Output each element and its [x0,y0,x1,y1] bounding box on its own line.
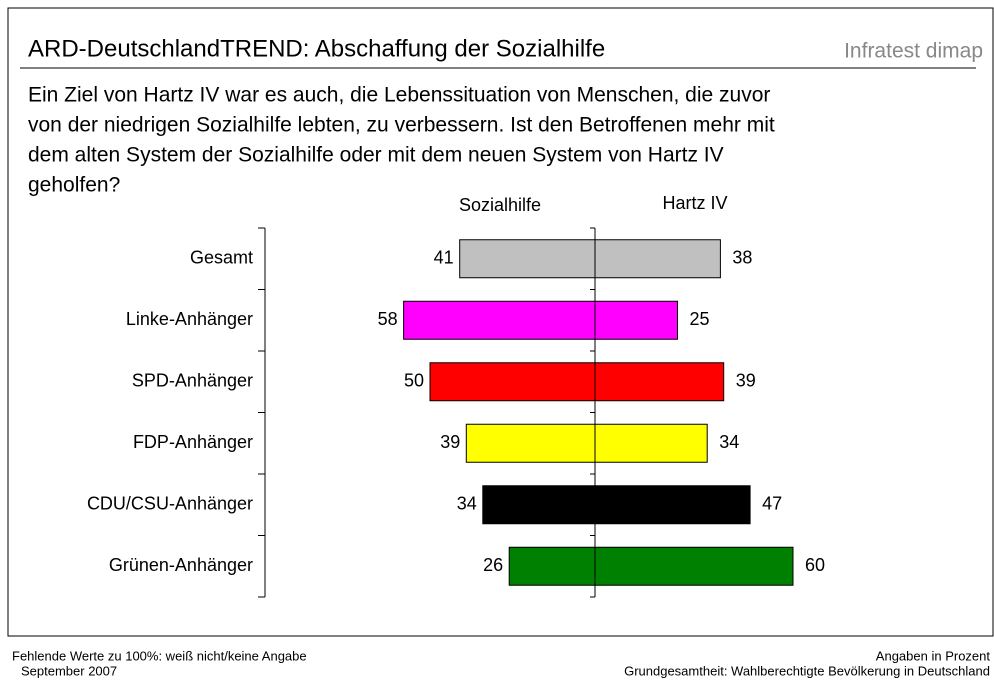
value-label: 26 [483,555,503,575]
question-line: Ein Ziel von Hartz IV war es auch, die L… [28,84,770,107]
category-label: Grünen-Anhänger [109,555,253,575]
bar [465,423,596,463]
series-label: Sozialhilfe [459,195,541,215]
value-label: 39 [440,432,460,452]
question-line: von der niedrigen Sozialhilfe lebten, zu… [28,114,775,137]
frame [7,7,994,637]
category-label: Gesamt [190,248,253,268]
question-line: dem alten System der Sozialhilfe oder mi… [28,144,724,167]
category-label: CDU/CSU-Anhänger [87,494,253,514]
footer-note: Grundgesamtheit: Wahlberechtigte Bevölke… [624,663,990,678]
value-label: 34 [457,494,477,514]
value-label: 34 [719,432,739,452]
bar [508,546,596,586]
bar [594,546,794,586]
bar [594,300,678,340]
chart-title: ARD-DeutschlandTREND: Abschaffung der So… [28,35,605,62]
bar [594,485,751,525]
value-label: 38 [732,248,752,268]
bar [594,239,721,279]
bar [429,362,596,402]
brand: Infratest dimap [844,40,983,63]
series-label: Hartz IV [662,193,727,213]
category-label: FDP-Anhänger [133,432,253,452]
bar [403,300,596,340]
question-line: geholfen? [28,174,120,197]
value-label: 41 [434,248,454,268]
category-label: Linke-Anhänger [126,309,253,329]
bar [594,423,708,463]
value-label: 39 [736,371,756,391]
footer-note: Fehlende Werte zu 100%: weiß nicht/keine… [12,648,307,663]
footer-note: Angaben in Prozent [876,648,991,663]
value-label: 47 [762,494,782,514]
value-label: 58 [378,309,398,329]
value-label: 50 [404,371,424,391]
category-label: SPD-Anhänger [132,371,253,391]
bar [594,362,725,402]
value-label: 25 [690,309,710,329]
bar [459,239,596,279]
footer-note: September 2007 [21,663,117,678]
value-label: 60 [805,555,825,575]
bar [482,485,596,525]
